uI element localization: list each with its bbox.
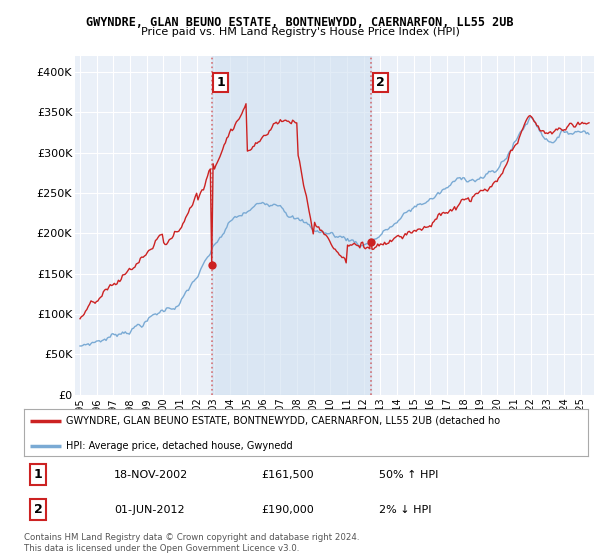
Text: 2: 2 — [376, 76, 385, 89]
Text: 1: 1 — [34, 468, 43, 481]
Text: £190,000: £190,000 — [261, 505, 314, 515]
Text: 01-JUN-2012: 01-JUN-2012 — [114, 505, 185, 515]
Text: HPI: Average price, detached house, Gwynedd: HPI: Average price, detached house, Gwyn… — [66, 441, 293, 451]
Text: 18-NOV-2002: 18-NOV-2002 — [114, 470, 188, 479]
Text: GWYNDRE, GLAN BEUNO ESTATE, BONTNEWYDD, CAERNARFON, LL55 2UB: GWYNDRE, GLAN BEUNO ESTATE, BONTNEWYDD, … — [86, 16, 514, 29]
Text: Price paid vs. HM Land Registry's House Price Index (HPI): Price paid vs. HM Land Registry's House … — [140, 27, 460, 37]
Bar — [212, 56, 371, 395]
Text: Contains HM Land Registry data © Crown copyright and database right 2024.
This d: Contains HM Land Registry data © Crown c… — [24, 533, 359, 553]
Text: 2: 2 — [34, 503, 43, 516]
Text: 2% ↓ HPI: 2% ↓ HPI — [379, 505, 432, 515]
Text: GWYNDRE, GLAN BEUNO ESTATE, BONTNEWYDD, CAERNARFON, LL55 2UB (detached ho: GWYNDRE, GLAN BEUNO ESTATE, BONTNEWYDD, … — [66, 416, 500, 426]
Text: 50% ↑ HPI: 50% ↑ HPI — [379, 470, 439, 479]
Text: £161,500: £161,500 — [261, 470, 314, 479]
Text: 1: 1 — [217, 76, 225, 89]
